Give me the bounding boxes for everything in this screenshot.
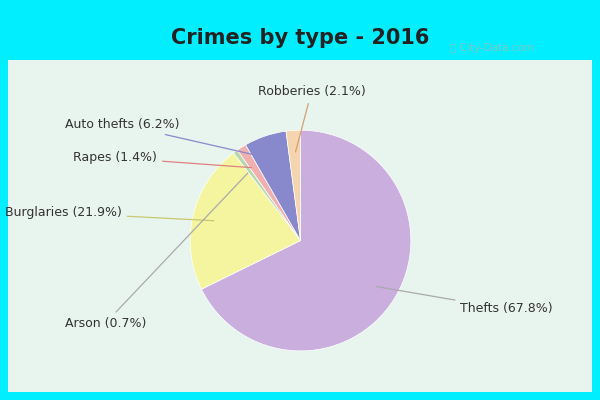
Text: Thefts (67.8%): Thefts (67.8%) — [376, 286, 553, 316]
Text: Burglaries (21.9%): Burglaries (21.9%) — [5, 206, 214, 221]
Wedge shape — [202, 130, 411, 351]
Text: Crimes by type - 2016: Crimes by type - 2016 — [171, 28, 429, 48]
Text: Robberies (2.1%): Robberies (2.1%) — [257, 85, 365, 152]
Text: Auto thefts (6.2%): Auto thefts (6.2%) — [65, 118, 270, 158]
Wedge shape — [245, 131, 301, 240]
Text: Rapes (1.4%): Rapes (1.4%) — [73, 151, 251, 168]
Wedge shape — [233, 150, 301, 240]
Text: ⓘ City-Data.com: ⓘ City-Data.com — [450, 43, 534, 53]
Wedge shape — [238, 145, 301, 240]
Wedge shape — [286, 130, 301, 240]
Wedge shape — [190, 153, 301, 289]
Text: Arson (0.7%): Arson (0.7%) — [65, 173, 248, 330]
